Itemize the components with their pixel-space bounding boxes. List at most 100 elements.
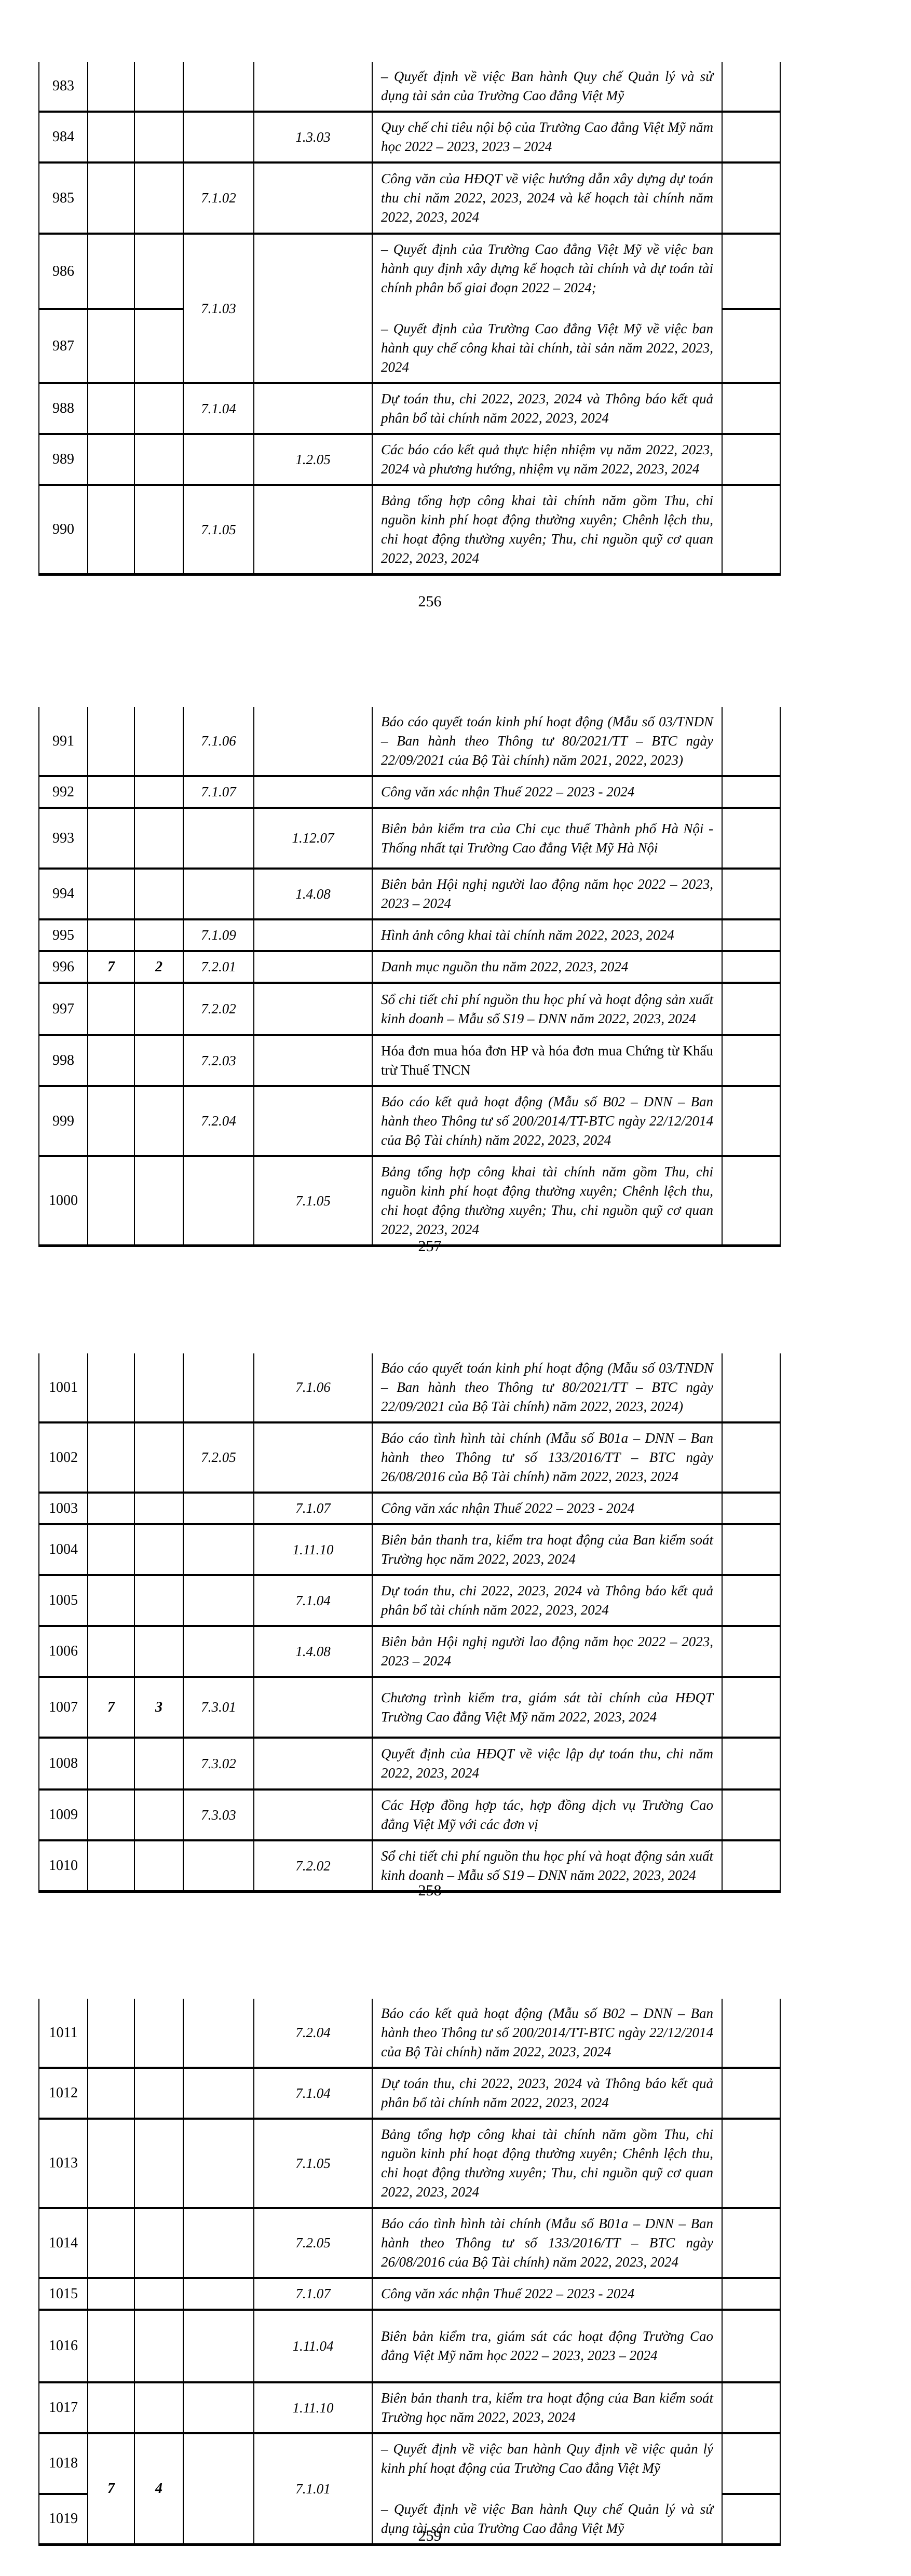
description-cell: – Quyết định về việc ban hành Quy định v… xyxy=(372,2433,723,2546)
row-number-cell: 1013 xyxy=(38,2119,88,2209)
file-code-cell: 7.1.06 xyxy=(183,707,254,777)
note-cell xyxy=(722,1422,781,1494)
doc-code-cell: 1.12.07 xyxy=(253,808,373,870)
row-number-cell: 1004 xyxy=(38,1524,88,1576)
row-number-cell: 988 xyxy=(38,383,88,435)
section-minor-cell xyxy=(134,1524,184,1576)
file-code-cell: 7.1.03 xyxy=(183,234,254,384)
description-cell: Báo cáo quyết toán kinh phí hoạt động (M… xyxy=(372,1353,723,1423)
table-row: 1018 7 4 7.1.01– Quyết định về việc ban hàn… xyxy=(38,2433,781,2546)
description-cell: Bảng tổng hợp công khai tài chính năm gồ… xyxy=(372,485,723,576)
file-code-cell xyxy=(183,1524,254,1576)
table-row: 1016 1.11.04 Biên bản kiểm tra, giám sát c… xyxy=(38,2310,781,2383)
description-cell: Dự toán thu, chi 2022, 2023, 2024 và Thô… xyxy=(372,383,723,435)
section-major-cell xyxy=(87,1422,135,1494)
description-cell: – Quyết định của Trường Cao đẳng Việt Mỹ… xyxy=(372,234,723,384)
note-cell xyxy=(722,1086,781,1157)
description-cell: Sổ chi tiết chi phí nguồn thu học phí và… xyxy=(372,983,723,1036)
section-major-cell xyxy=(87,919,135,952)
doc-code-cell xyxy=(253,1677,373,1739)
section-major-cell xyxy=(87,2068,135,2120)
description-paragraph: Sổ chi tiết chi phí nguồn thu học phí và… xyxy=(381,991,713,1026)
row-number-cell: 1011 xyxy=(38,1999,88,2069)
section-major-cell xyxy=(87,383,135,435)
section-major-cell xyxy=(87,1156,135,1247)
row-number-cell: 1000 xyxy=(38,1156,88,1247)
table-row: 990 7.1.05 Bảng tổng hợp công khai tài chí… xyxy=(38,485,781,576)
description-paragraph: Biên bản Hội nghị người lao động năm học… xyxy=(381,1634,713,1669)
description-cell: Dự toán thu, chi 2022, 2023, 2024 và Thô… xyxy=(372,1575,723,1627)
table-row: 986 7.1.03 – Quyết định của Trường Cao đẳn… xyxy=(38,234,781,384)
description-cell: Bảng tổng hợp công khai tài chính năm gồ… xyxy=(372,1156,723,1247)
note-cell xyxy=(722,309,781,384)
description-cell: Báo cáo tình hình tài chính (Mẫu số B01a… xyxy=(372,2208,723,2279)
file-code-cell xyxy=(183,2068,254,2120)
section-minor-cell xyxy=(134,1086,184,1157)
document-table: 991 7.1.06 Báo cáo quyết toán kinh phí hoạ… xyxy=(38,707,781,1247)
row-number-cell: 1005 xyxy=(38,1575,88,1627)
note-cell xyxy=(722,919,781,952)
note-cell xyxy=(722,1738,781,1791)
description-paragraph: Dự toán thu, chi 2022, 2023, 2024 và Thô… xyxy=(381,2076,713,2110)
description-paragraph: Dự toán thu, chi 2022, 2023, 2024 và Thô… xyxy=(381,391,713,426)
table-row: 1004 1.11.10 Biên bản thanh tra, kiểm tra … xyxy=(38,1524,781,1576)
description-paragraph: Biên bản thanh tra, kiểm tra hoạt động c… xyxy=(381,1532,713,1567)
page-number: 259 xyxy=(418,2527,442,2544)
description-cell: Các Hợp đồng hợp tác, hợp đồng dịch vụ T… xyxy=(372,1789,723,1841)
table-body: 983 – Quyết định về việc Ban hành Quy chế… xyxy=(38,62,781,576)
table-row: 1010 7.2.02 Sổ chi tiết chi phí nguồn thu … xyxy=(38,1840,781,1893)
note-cell xyxy=(722,869,781,920)
file-code-cell xyxy=(183,2433,254,2546)
section-minor-cell xyxy=(134,62,184,113)
note-cell xyxy=(722,1575,781,1627)
note-cell xyxy=(722,2068,781,2120)
section-minor-cell xyxy=(134,983,184,1036)
note-cell xyxy=(722,112,781,164)
description-paragraph: – Quyết định của Trường Cao đẳng Việt Mỹ… xyxy=(381,321,713,375)
section-major-cell xyxy=(87,1086,135,1157)
doc-code-cell: 7.2.04 xyxy=(253,1999,373,2069)
row-number-cell: 996 xyxy=(38,951,88,984)
section-major-cell xyxy=(87,1789,135,1841)
doc-code-cell xyxy=(253,1035,373,1087)
doc-code-cell xyxy=(253,234,373,384)
table-row: 1011 7.2.04 Báo cáo kết quả hoạt động (Mẫu… xyxy=(38,1999,781,2069)
description-cell: Báo cáo kết quả hoạt động (Mẫu số B02 – … xyxy=(372,1999,723,2069)
section-major-cell xyxy=(87,1738,135,1791)
row-number-cell: 1018 xyxy=(38,2433,88,2495)
section-major-cell xyxy=(87,234,135,310)
section-major-cell xyxy=(87,707,135,777)
row-number-cell: 987 xyxy=(38,309,88,384)
section-minor-cell xyxy=(134,1422,184,1494)
section-minor-cell: 2 xyxy=(134,951,184,984)
file-code-cell xyxy=(183,869,254,920)
description-paragraph: Bảng tổng hợp công khai tài chính năm gồ… xyxy=(381,493,713,566)
description-cell: Công văn xác nhận Thuế 2022 – 2023 - 202… xyxy=(372,1493,723,1525)
description-cell: Công văn xác nhận Thuế 2022 – 2023 - 202… xyxy=(372,776,723,809)
note-cell xyxy=(722,1353,781,1423)
description-paragraph: Quyết định của HĐQT về việc lập dự toán … xyxy=(381,1746,713,1781)
description-paragraph: – Quyết định về việc Ban hành Quy chế Qu… xyxy=(381,2501,713,2536)
description-paragraph: Biên bản kiểm tra của Chi cục thuế Thành… xyxy=(381,820,713,856)
table-row: 1000 7.1.05 Bảng tổng hợp công khai tài ch… xyxy=(38,1156,781,1247)
note-cell xyxy=(722,383,781,435)
table-row: 1017 1.11.10 Biên bản thanh tra, kiểm tra … xyxy=(38,2382,781,2434)
section-major-cell xyxy=(87,2382,135,2434)
doc-code-cell: 7.1.06 xyxy=(253,1353,373,1423)
row-number-cell: 1015 xyxy=(38,2278,88,2311)
table-row: 991 7.1.06 Báo cáo quyết toán kinh phí hoạ… xyxy=(38,707,781,777)
row-number-cell: 1009 xyxy=(38,1789,88,1841)
section-minor-cell xyxy=(134,2382,184,2434)
note-cell xyxy=(722,707,781,777)
description-paragraph: Báo cáo tình hình tài chính (Mẫu số B01a… xyxy=(381,1430,713,1484)
doc-code-cell xyxy=(253,162,373,235)
section-major-cell xyxy=(87,1524,135,1576)
file-code-cell: 7.3.02 xyxy=(183,1738,254,1791)
description-paragraph: Báo cáo kết quả hoạt động (Mẫu số B02 – … xyxy=(381,1094,713,1148)
section-major-cell xyxy=(87,1353,135,1423)
table-row: 987 xyxy=(38,309,781,384)
section-major-cell xyxy=(87,162,135,235)
section-minor-cell xyxy=(134,434,184,486)
file-code-cell xyxy=(183,1999,254,2069)
table-body: 1011 7.2.04 Báo cáo kết quả hoạt động (Mẫu… xyxy=(38,1999,781,2546)
